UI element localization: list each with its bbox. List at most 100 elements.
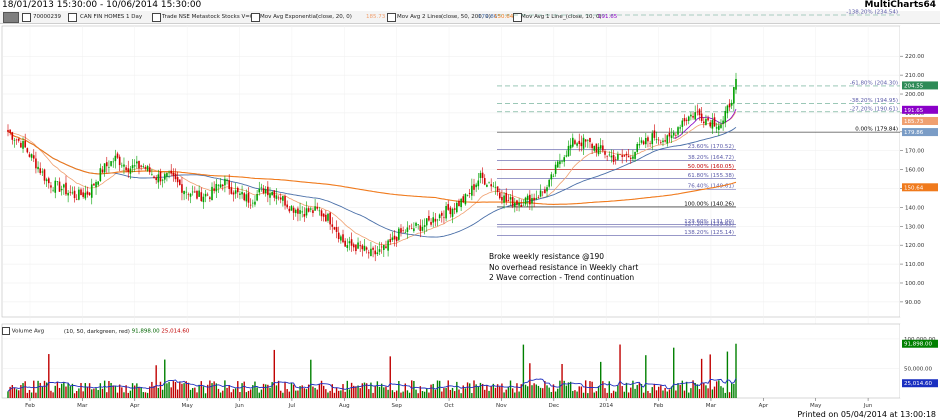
volume-bar: [97, 389, 99, 398]
candle-body: [479, 173, 482, 178]
candle-body: [649, 143, 651, 144]
candle-body: [215, 183, 218, 192]
volume-bar: [569, 381, 572, 398]
volume-bar: [217, 388, 220, 398]
candle-body: [713, 117, 716, 127]
candle-body: [224, 178, 226, 186]
candle-body: [202, 196, 205, 203]
exchange-checkbox-icon[interactable]: [152, 13, 161, 22]
volume-bar: [222, 390, 224, 398]
volume-bar: [106, 392, 108, 398]
candle-body: [458, 200, 460, 207]
candle-body: [322, 213, 325, 217]
candle-body: [325, 214, 327, 222]
volume-bar: [389, 356, 391, 398]
price-tick-label: 190.00: [905, 111, 925, 117]
candle-body: [217, 185, 220, 186]
candle-body: [501, 197, 503, 201]
volume-label: Volume Avg: [11, 328, 45, 335]
price-tick-label: 160.00: [905, 168, 925, 174]
fib-lower-label: 138.20% (125.14): [684, 230, 734, 236]
candle-body: [490, 184, 492, 187]
ind1-checkbox-icon[interactable]: [251, 13, 260, 22]
candle-body: [722, 120, 724, 124]
volume-bar: [634, 388, 636, 398]
volume-bar: [690, 388, 692, 398]
volume-bar: [619, 344, 621, 398]
volume-bar: [471, 393, 473, 398]
candle-body: [535, 197, 538, 199]
volume-bar: [95, 388, 97, 398]
app-name: MultiCharts64: [864, 0, 936, 10]
price-marker: [902, 183, 938, 192]
volume-bar: [703, 382, 705, 398]
candle-body: [561, 161, 563, 162]
ema20-line: [7, 111, 737, 246]
ind3-checkbox-icon[interactable]: [513, 13, 522, 22]
volume-bar: [209, 380, 211, 398]
volume-bar: [325, 389, 327, 398]
fib-lower-label: 50.00% (160.05): [688, 164, 734, 170]
candle-body: [367, 252, 370, 254]
candle-body: [78, 189, 80, 200]
candle-body: [26, 148, 29, 153]
candle-body: [471, 185, 473, 196]
candle-body: [707, 118, 709, 121]
candle-body: [30, 154, 33, 158]
candle-body: [159, 171, 162, 182]
candle-body: [376, 252, 379, 255]
candle-body: [387, 240, 389, 251]
volume-bar: [39, 382, 41, 398]
candle-body: [282, 196, 284, 201]
volume-bar: [565, 385, 568, 398]
candle-body: [172, 172, 175, 177]
candle-body: [509, 197, 512, 200]
volume-bar: [608, 381, 610, 398]
candle-body: [90, 184, 93, 198]
volume-bar: [559, 380, 561, 398]
volume-bar: [535, 384, 537, 398]
volume-bar: [479, 382, 482, 398]
candle-body: [140, 165, 142, 167]
volume-bar: [376, 381, 379, 398]
volume-bar: [170, 387, 172, 398]
candle-body: [252, 202, 254, 204]
candle-body: [718, 125, 720, 130]
candle-body: [385, 246, 387, 248]
price-marker: [902, 105, 938, 114]
volume-checkbox-icon[interactable]: [2, 327, 10, 335]
volume-bar: [584, 380, 587, 398]
volume-bar: [488, 390, 490, 398]
volume-bar: [408, 392, 411, 398]
candle-body: [610, 155, 613, 158]
symbol-desc-checkbox-icon[interactable]: [68, 13, 77, 22]
volume-tick-label: 50,000.00: [904, 366, 932, 372]
volume-bar: [277, 380, 280, 398]
volume-bar: [48, 354, 50, 398]
candle-body: [677, 127, 679, 135]
candle-body: [273, 190, 276, 198]
volume-bar: [355, 386, 357, 398]
candle-body: [531, 198, 533, 204]
symbol-checkbox-icon[interactable]: [22, 13, 31, 22]
volume-bar: [610, 393, 613, 398]
candle-body: [711, 120, 714, 129]
candle-body: [698, 109, 701, 116]
volume-bar: [368, 389, 370, 398]
candle-body: [153, 176, 155, 178]
volume-bar: [335, 387, 338, 398]
volume-bar: [172, 381, 175, 398]
volume-bar: [447, 380, 449, 398]
volume-bar: [312, 386, 314, 398]
volume-bar: [404, 383, 406, 398]
candle-body: [352, 244, 355, 248]
series-icon[interactable]: [3, 12, 19, 23]
candle-body: [582, 137, 585, 149]
price-tick-label: 130.00: [905, 224, 925, 230]
volume-bar: [224, 380, 226, 398]
ind2-checkbox-icon[interactable]: [387, 13, 396, 22]
candle-body: [219, 184, 222, 188]
volume-bar: [320, 380, 323, 398]
volume-bar: [333, 392, 336, 398]
